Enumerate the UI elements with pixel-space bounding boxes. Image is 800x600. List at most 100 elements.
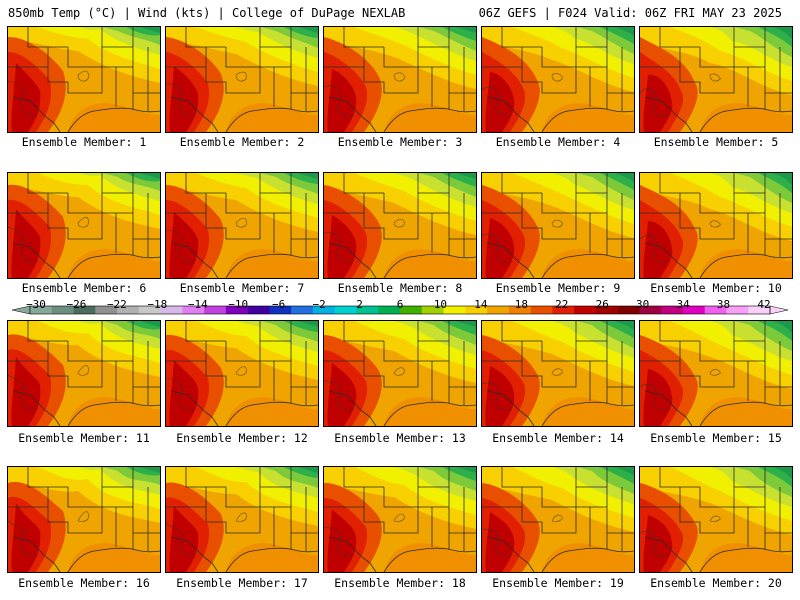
color-scale-tick-label: 38	[716, 298, 731, 311]
color-scale-swatch	[661, 306, 684, 314]
ensemble-member-label: Ensemble Member: 4	[495, 135, 621, 149]
ensemble-member-map-15	[639, 320, 793, 427]
temperature-map-image	[166, 173, 318, 278]
temperature-map-image	[8, 173, 160, 278]
ensemble-member-label: Ensemble Member: 12	[176, 431, 308, 445]
color-scale-swatch	[160, 306, 183, 314]
color-scale-swatch	[378, 306, 401, 314]
color-scale-swatch	[312, 306, 336, 314]
color-scale-swatch	[400, 306, 423, 314]
ensemble-member-map-13	[323, 320, 477, 427]
ensemble-member-map-19	[481, 466, 635, 573]
ensemble-member-map-5	[639, 26, 793, 133]
color-scale-swatch	[574, 306, 597, 314]
color-scale-swatch	[225, 306, 248, 314]
color-scale-swatch	[421, 306, 444, 314]
color-scale-swatch	[269, 306, 292, 314]
color-scale-swatch	[204, 306, 227, 314]
ensemble-member-map-17	[165, 466, 319, 573]
color-scale-swatch	[465, 306, 488, 314]
color-scale-tick-label: 30	[636, 298, 650, 311]
color-scale-bar	[11, 305, 789, 315]
ensemble-member-map-6	[7, 172, 161, 279]
color-scale-tick-label: 42	[757, 298, 771, 311]
ensemble-member-map-2	[165, 26, 319, 133]
ensemble-member-map-1	[7, 26, 161, 133]
temperature-map-image	[640, 173, 792, 278]
ensemble-member-label: Ensemble Member: 10	[650, 281, 782, 295]
ensemble-member-label: Ensemble Member: 17	[176, 576, 308, 590]
ensemble-member-map-10	[639, 172, 793, 279]
temperature-map-image	[324, 173, 476, 278]
ensemble-member-map-8	[323, 172, 477, 279]
color-scale-swatch	[639, 306, 662, 314]
color-scale-swatch	[748, 306, 771, 314]
color-scale-tick-label: 22	[555, 298, 569, 311]
ensemble-member-label: Ensemble Member: 2	[179, 135, 305, 149]
color-scale-swatch	[704, 306, 727, 314]
color-scale-swatch	[356, 306, 379, 314]
ensemble-member-label: Ensemble Member: 1	[21, 135, 147, 149]
ensemble-member-label: Ensemble Member: 16	[18, 576, 150, 590]
ensemble-member-label: Ensemble Member: 5	[653, 135, 779, 149]
header: 850mb Temp (°C) | Wind (kts) | College o…	[0, 0, 800, 24]
ensemble-member-map-7	[165, 172, 319, 279]
color-scale-tick-label: −10	[228, 298, 249, 311]
temperature-map-image	[324, 27, 476, 132]
color-scale-swatch	[595, 306, 618, 314]
color-scale-swatch	[182, 306, 205, 314]
temperature-map-image	[166, 321, 318, 426]
color-scale-tick-label: −14	[187, 298, 208, 311]
color-scale-tick-label: −30	[26, 298, 46, 311]
ensemble-member-label: Ensemble Member: 9	[495, 281, 621, 295]
ensemble-member-label: Ensemble Member: 11	[18, 431, 150, 445]
ensemble-member-map-20	[639, 466, 793, 573]
color-scale-swatch	[443, 306, 466, 314]
color-scale-tick-label: 18	[514, 298, 528, 311]
ensemble-member-map-9	[481, 172, 635, 279]
ensemble-member-label: Ensemble Member: 19	[492, 576, 624, 590]
color-scale-swatch	[552, 306, 575, 314]
ensemble-member-map-11	[7, 320, 161, 427]
color-scale-swatch	[291, 306, 314, 314]
temperature-map-image	[8, 27, 160, 132]
color-scale-swatch	[682, 306, 706, 314]
temperature-map-image	[482, 467, 634, 572]
temperature-map-image	[640, 27, 792, 132]
ensemble-member-label: Ensemble Member: 7	[179, 281, 305, 295]
ensemble-member-map-3	[323, 26, 477, 133]
temperature-map-image	[8, 321, 160, 426]
color-scale-swatch	[95, 306, 118, 314]
temperature-map-image	[640, 467, 792, 572]
header-right-title: 06Z GEFS | F024 Valid: 06Z FRI MAY 23 20…	[478, 6, 782, 20]
color-scale-tick-label: −18	[147, 298, 168, 311]
temperature-map-image	[482, 173, 634, 278]
temperature-map-image	[482, 27, 634, 132]
ensemble-member-label: Ensemble Member: 3	[337, 135, 463, 149]
color-scale-swatch	[138, 306, 161, 314]
temperature-map-image	[324, 321, 476, 426]
ensemble-member-label: Ensemble Member: 15	[650, 431, 782, 445]
color-scale-tick-label: −2	[312, 298, 326, 311]
color-scale-swatch	[617, 306, 640, 314]
ensemble-member-map-12	[165, 320, 319, 427]
ensemble-member-label: Ensemble Member: 18	[334, 576, 466, 590]
ensemble-member-label: Ensemble Member: 8	[337, 281, 463, 295]
color-scale-tick-label: −22	[106, 298, 127, 311]
ensemble-member-label: Ensemble Member: 6	[21, 281, 147, 295]
color-scale-tick-label: −26	[66, 298, 87, 311]
temperature-map-image	[8, 467, 160, 572]
color-scale-swatch	[487, 306, 510, 314]
color-scale-swatch	[73, 306, 96, 314]
ensemble-member-label: Ensemble Member: 14	[492, 431, 624, 445]
ensemble-member-label: Ensemble Member: 13	[334, 431, 466, 445]
header-left-title: 850mb Temp (°C) | Wind (kts) | College o…	[8, 6, 406, 20]
color-scale-swatch	[30, 306, 53, 314]
color-scale-tick-label: 26	[595, 298, 609, 311]
color-scale-swatch	[726, 306, 749, 314]
ensemble-member-map-14	[481, 320, 635, 427]
color-scale-tick-label: 14	[474, 298, 488, 311]
temperature-map-image	[482, 321, 634, 426]
temperature-map-image	[640, 321, 792, 426]
color-scale-tick-label: 2	[356, 298, 363, 311]
